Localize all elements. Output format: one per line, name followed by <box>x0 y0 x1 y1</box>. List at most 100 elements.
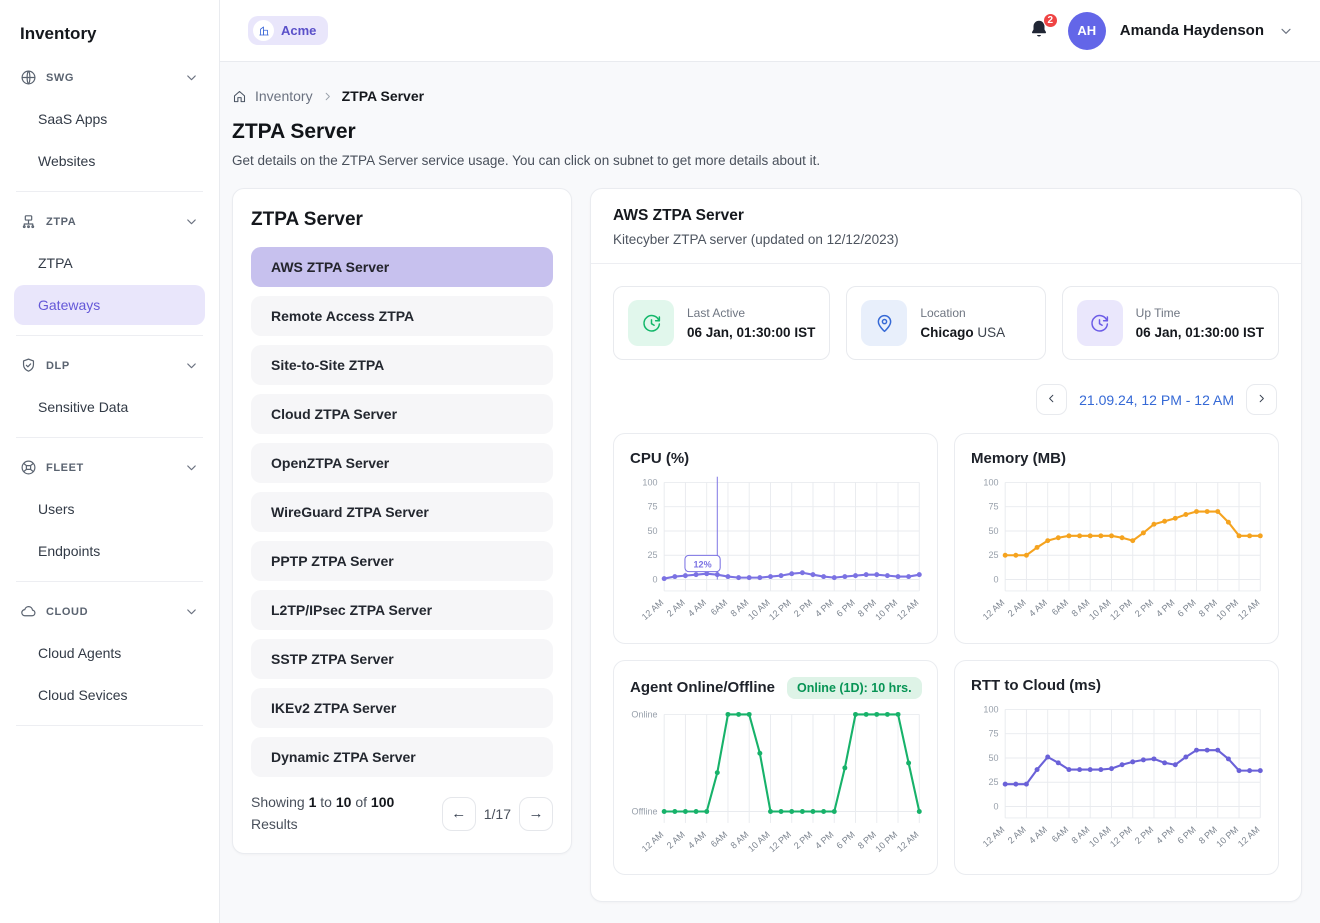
server-list-item[interactable]: WireGuard ZTPA Server <box>251 492 553 532</box>
svg-text:25: 25 <box>988 550 998 560</box>
svg-text:12 AM: 12 AM <box>895 829 921 854</box>
svg-text:6 PM: 6 PM <box>1175 824 1197 846</box>
server-list-item[interactable]: SSTP ZTPA Server <box>251 639 553 679</box>
range-next-button[interactable] <box>1246 384 1277 415</box>
info-card-label: Last Active <box>687 306 746 320</box>
svg-text:10 AM: 10 AM <box>746 597 772 622</box>
svg-text:12 PM: 12 PM <box>1108 597 1134 622</box>
range-prev-button[interactable] <box>1036 384 1068 415</box>
avatar[interactable]: AH <box>1067 11 1106 50</box>
pagination-total: 100 <box>370 794 395 810</box>
svg-text:2 PM: 2 PM <box>1133 824 1155 846</box>
sidebar-section-fleet[interactable]: FLEET <box>14 448 205 487</box>
chart-header: Agent Online/Offline Online (1D): 10 hrs. <box>628 675 925 703</box>
sidebar-section-swg[interactable]: SWG <box>14 58 205 97</box>
org-chip[interactable]: Acme <box>248 16 329 45</box>
user-name: Amanda Haydenson <box>1119 22 1264 39</box>
chart-card-memory-mb-: Memory (MB) 0 25 50 75 100 12 AM 2 AM 4 AM 6AM 8 A… <box>954 433 1279 644</box>
next-page-button[interactable]: → <box>519 796 553 831</box>
sidebar-item-gateways[interactable]: Gateways <box>14 285 205 325</box>
svg-text:12 AM: 12 AM <box>895 597 921 622</box>
svg-text:12 AM: 12 AM <box>981 597 1007 622</box>
chevron-down-icon <box>184 70 199 85</box>
breadcrumb-root[interactable]: Inventory <box>255 88 313 104</box>
notifications-button[interactable]: 2 <box>1028 12 1058 44</box>
server-list-item[interactable]: Cloud ZTPA Server <box>251 394 553 434</box>
sidebar-divider <box>16 437 203 438</box>
server-list-item[interactable]: Remote Access ZTPA <box>251 296 553 336</box>
server-list-item[interactable]: AWS ZTPA Server <box>251 247 553 287</box>
svg-text:12 AM: 12 AM <box>1236 597 1262 622</box>
svg-text:2 PM: 2 PM <box>792 597 814 619</box>
svg-text:25: 25 <box>647 550 657 560</box>
sidebar-item-websites[interactable]: Websites <box>38 153 96 169</box>
sidebar-divider <box>16 191 203 192</box>
sidebar-item-endpoints[interactable]: Endpoints <box>38 543 101 559</box>
svg-text:10 PM: 10 PM <box>873 597 899 622</box>
svg-text:6 PM: 6 PM <box>1175 597 1197 619</box>
server-list-item[interactable]: IKEv2 ZTPA Server <box>251 688 553 728</box>
sidebar-section-dlp[interactable]: DLP <box>14 346 205 385</box>
svg-text:Offline: Offline <box>632 806 658 816</box>
sidebar-item-cloud-agents[interactable]: Cloud Agents <box>38 645 122 661</box>
chart-header: RTT to Cloud (ms) <box>969 675 1266 698</box>
sidebar-item-sensitive-data[interactable]: Sensitive Data <box>38 399 129 415</box>
svg-text:6 PM: 6 PM <box>834 597 856 619</box>
chart-title: RTT to Cloud (ms) <box>971 676 1101 694</box>
sidebar-item-ztpa[interactable]: ZTPA <box>38 255 73 271</box>
sidebar-item-saas-apps[interactable]: SaaS Apps <box>38 111 108 127</box>
chart-header: Memory (MB) <box>969 448 1266 471</box>
detail-subtitle: Kitecyber ZTPA server (updated on 12/12/… <box>613 232 899 247</box>
svg-text:6AM: 6AM <box>709 597 729 617</box>
svg-text:75: 75 <box>988 502 998 512</box>
svg-text:10 PM: 10 PM <box>1214 597 1240 622</box>
date-range-selector: 21.09.24, 12 PM - 12 AM <box>591 364 1301 421</box>
server-list-item[interactable]: PPTP ZTPA Server <box>251 541 553 581</box>
server-list-item[interactable]: L2TP/IPsec ZTPA Server <box>251 590 553 630</box>
sidebar-section-label: CLOUD <box>46 605 89 618</box>
sidebar-section-label: DLP <box>46 359 70 372</box>
info-card-up-time: Up Time 06 Jan, 01:30:00 IST <box>1061 286 1279 360</box>
chevron-down-icon <box>184 460 199 475</box>
chart-title: Memory (MB) <box>971 450 1067 467</box>
chart-title: Agent Online/Offline <box>630 679 775 697</box>
svg-text:10 PM: 10 PM <box>873 829 899 854</box>
svg-text:6AM: 6AM <box>1050 597 1070 617</box>
sidebar-section-ztpa[interactable]: ZTPA <box>14 202 205 241</box>
sidebar-section-label: FLEET <box>46 461 84 474</box>
svg-text:4 AM: 4 AM <box>686 597 708 618</box>
sidebar-section-cloud[interactable]: CLOUD <box>14 592 205 631</box>
server-list-item[interactable]: OpenZTPA Server <box>251 443 553 483</box>
svg-text:12 PM: 12 PM <box>767 829 793 854</box>
sidebar-section: SWG SaaS Apps Websites <box>14 58 205 192</box>
svg-text:0: 0 <box>652 574 657 584</box>
page-subtitle: Get details on the ZTPA Server service u… <box>232 153 821 168</box>
chevron-left-icon <box>1045 392 1058 408</box>
topbar: Acme 2 AH Amanda Haydenson <box>220 0 1320 62</box>
pagination-word-of: of <box>355 794 368 810</box>
svg-text:6AM: 6AM <box>1050 824 1070 844</box>
server-list-item[interactable]: Dynamic ZTPA Server <box>251 737 553 777</box>
svg-text:12 PM: 12 PM <box>767 597 793 622</box>
pagination-word-showing: Showing <box>251 794 305 810</box>
org-chip-label: Acme <box>281 23 317 38</box>
chevron-down-icon[interactable] <box>1278 23 1294 39</box>
sidebar-item-users[interactable]: Users <box>38 501 75 517</box>
svg-text:10 PM: 10 PM <box>1214 824 1240 849</box>
server-detail-panel: AWS ZTPA Server Kitecyber ZTPA server (u… <box>590 188 1302 902</box>
svg-text:100: 100 <box>983 704 998 714</box>
detail-title: AWS ZTPA Server <box>613 207 744 224</box>
sidebar-sections: SWG SaaS Apps Websites ZTPA ZTPA Gateways DLP S… <box>14 58 205 726</box>
prev-page-button[interactable]: ← <box>441 796 476 831</box>
svg-text:0: 0 <box>993 801 998 811</box>
info-card-value: 06 Jan, 01:30:00 IST <box>1135 325 1264 340</box>
server-list-item[interactable]: Site-to-Site ZTPA <box>251 345 553 385</box>
sidebar-item-cloud-sevices[interactable]: Cloud Sevices <box>38 687 128 703</box>
notification-count-badge: 2 <box>1042 12 1058 28</box>
svg-text:50: 50 <box>647 526 657 536</box>
chart-card-rtt-to-cloud-ms-: RTT to Cloud (ms) 0 25 50 75 100 12 AM 2 AM 4 AM… <box>954 659 1279 876</box>
